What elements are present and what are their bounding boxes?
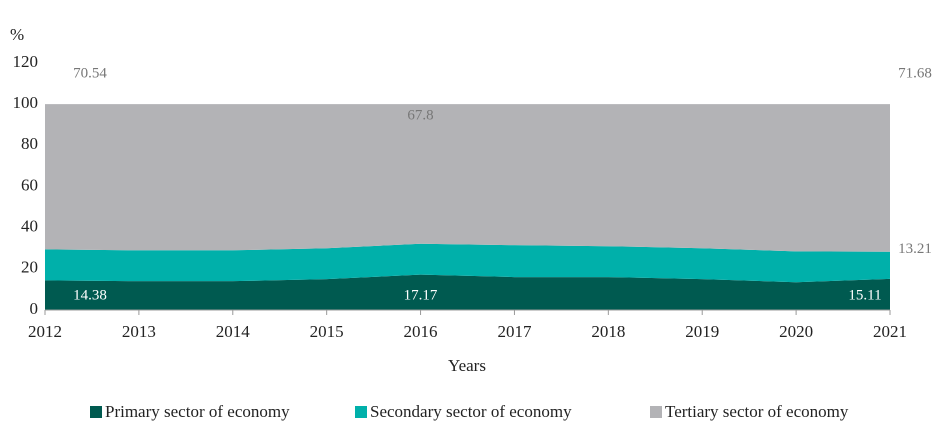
x-axis-label: Years (448, 356, 486, 375)
legend-label: Tertiary sector of economy (665, 402, 849, 421)
data-label: 15.11 (848, 287, 881, 303)
y-tick-label: 100 (13, 93, 39, 112)
x-tick-label: 2021 (873, 322, 907, 341)
y-tick-label: 0 (30, 299, 39, 318)
data-label: 70.54 (73, 66, 107, 82)
area (45, 243, 890, 283)
x-tick-label: 2015 (310, 322, 344, 341)
x-tick-label: 2018 (591, 322, 625, 341)
y-tick-label: 40 (21, 217, 38, 236)
data-label: 14.38 (73, 287, 107, 303)
data-label: 17.17 (404, 287, 438, 303)
legend-swatch (650, 406, 662, 418)
x-tick-label: 2014 (216, 322, 251, 341)
y-axis-label: % (10, 25, 24, 44)
area (45, 104, 890, 252)
x-tick-label: 2013 (122, 322, 156, 341)
legend-label: Primary sector of economy (105, 402, 290, 421)
data-label: 71.68 (898, 66, 932, 82)
y-tick-label: 120 (13, 52, 39, 71)
legend-label: Secondary sector of economy (370, 402, 572, 421)
y-tick-label: 20 (21, 258, 38, 277)
x-tick-label: 2016 (404, 322, 438, 341)
y-tick-label: 80 (21, 134, 38, 153)
x-tick-label: 2012 (28, 322, 62, 341)
y-tick-label: 60 (21, 175, 38, 194)
legend-swatch (90, 406, 102, 418)
x-tick-label: 2019 (685, 322, 719, 341)
data-label: 67.8 (407, 108, 433, 124)
x-tick-label: 2020 (779, 322, 813, 341)
legend-swatch (355, 406, 367, 418)
data-label: 13.21 (898, 241, 932, 257)
area (45, 274, 890, 310)
x-tick-label: 2017 (497, 322, 532, 341)
